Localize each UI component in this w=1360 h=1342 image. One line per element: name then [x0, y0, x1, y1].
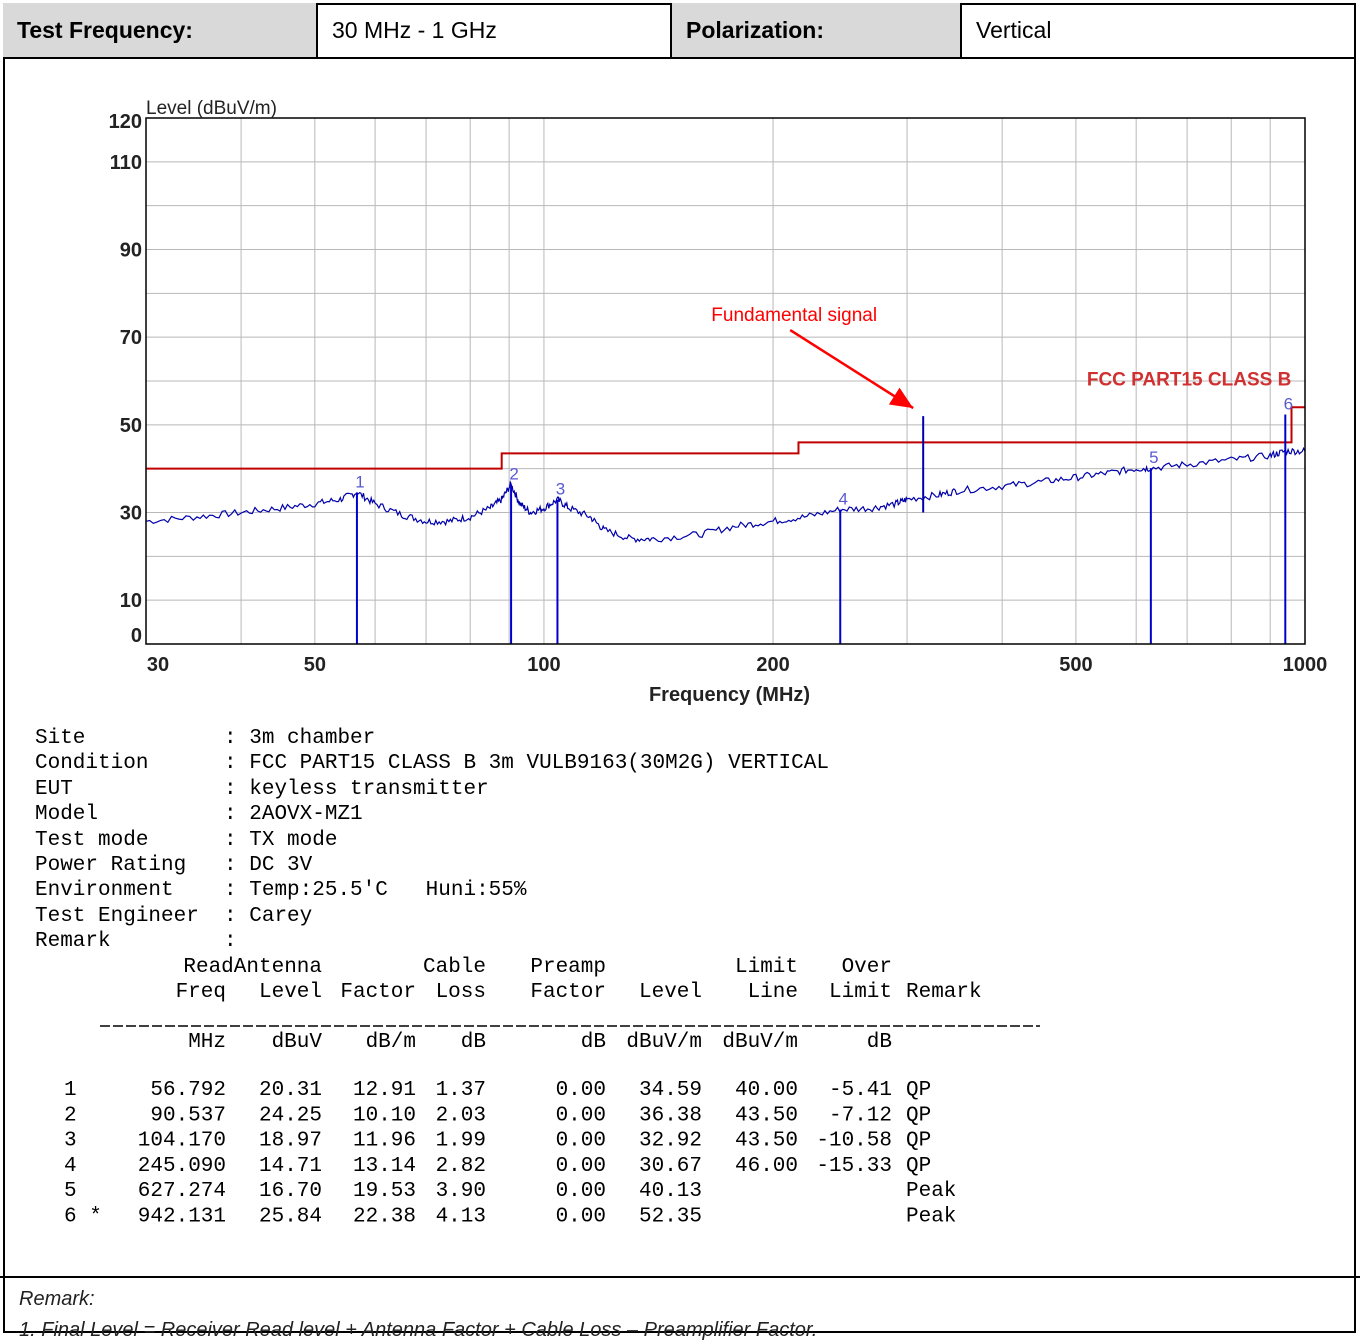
- header-table: Test Frequency: 30 MHz - 1 GHz Polarizat…: [3, 3, 1356, 59]
- info-line: Environment : Temp:25.5'C Huni:55%: [35, 878, 829, 903]
- info-line: Test mode : TX mode: [35, 828, 829, 853]
- freq-value: 30 MHz - 1 GHz: [318, 3, 672, 57]
- info-key: EUT: [35, 777, 225, 801]
- info-line: Site : 3m chamber: [35, 726, 829, 751]
- info-value: : TX mode: [224, 828, 338, 852]
- info-value: : FCC PART15 CLASS B 3m VULB9163(30M2G) …: [224, 752, 829, 776]
- y-tick-label: 110: [110, 152, 142, 174]
- marker-label-2: 2: [509, 465, 518, 484]
- info-line: Test Engineer : Carey: [35, 904, 829, 929]
- x-axis-label: Frequency (MHz): [649, 684, 810, 706]
- marker-label-5: 5: [1149, 448, 1158, 467]
- info-key: Environment: [35, 879, 225, 903]
- info-key: Test Engineer: [35, 904, 225, 928]
- marker-label-1: 1: [355, 472, 364, 491]
- info-line: Model : 2AOVX-MZ1: [35, 802, 829, 827]
- info-key: Power Rating: [35, 854, 225, 878]
- x-tick-label: 1000: [1283, 654, 1328, 676]
- emission-chart: FCC PART15 CLASS B 1 2 3 4 5 6 Fundamental sign…: [109, 98, 1328, 706]
- x-tick-label: 50: [304, 654, 326, 676]
- x-tick-label: 30: [147, 654, 169, 676]
- limit-line: [146, 406, 1305, 470]
- y-tick-label: 0: [131, 625, 142, 647]
- measurement-trace: [145, 446, 1306, 544]
- limit-line-label: FCC PART15 CLASS B: [1087, 369, 1291, 390]
- y-tick-label: 30: [120, 503, 142, 525]
- polarization-value: Vertical: [976, 16, 1052, 43]
- test-info: Site : 3m chamber Condition : FCC PART15 …: [35, 726, 829, 955]
- remarks-line-1: 1. Final Level = Receiver Read level + A…: [19, 1319, 818, 1341]
- y-axis-label: Level (dBuV/m): [146, 98, 277, 119]
- info-value: :: [224, 930, 237, 954]
- y-tick-label: 90: [120, 240, 142, 262]
- y-tick-label: 120: [109, 111, 142, 133]
- plot-frame: [145, 117, 1306, 645]
- info-key: Remark: [35, 930, 225, 954]
- x-tick-label: 500: [1059, 654, 1092, 676]
- info-value: : 3m chamber: [224, 727, 376, 750]
- info-key: Site: [35, 727, 225, 750]
- marker-label-4: 4: [839, 490, 848, 509]
- info-key: Model: [35, 803, 225, 827]
- fundamental-label: Fundamental signal: [711, 305, 877, 326]
- marker-label-3: 3: [556, 480, 565, 499]
- info-key: Test mode: [35, 828, 225, 852]
- info-line: Power Rating : DC 3V: [35, 853, 829, 878]
- info-line: Remark :: [35, 929, 829, 954]
- info-value: : Carey: [224, 904, 313, 928]
- x-tick-label: 200: [756, 654, 789, 676]
- info-value: : DC 3V: [224, 854, 313, 878]
- info-key: Condition: [35, 752, 225, 776]
- polarization-label: Polarization:: [672, 3, 962, 57]
- remarks-title: Remark:: [19, 1288, 95, 1310]
- y-tick-label: 10: [120, 590, 142, 612]
- remarks-section: Remark: 1. Final Level = Receiver Read l…: [0, 1276, 1360, 1342]
- info-value: : keyless transmitter: [224, 777, 489, 801]
- y-tick-label: 50: [120, 415, 142, 437]
- info-value: : Temp:25.5'C Huni:55%: [224, 879, 527, 903]
- freq-label: Test Frequency:: [3, 3, 318, 57]
- x-tick-label: 100: [527, 654, 560, 676]
- fundamental-arrow: [789, 329, 914, 410]
- info-line: EUT : keyless transmitter: [35, 777, 829, 802]
- marker-label-6: 6: [1284, 395, 1293, 414]
- info-value: : 2AOVX-MZ1: [224, 803, 363, 827]
- info-line: Condition : FCC PART15 CLASS B 3m VULB91…: [35, 751, 829, 776]
- y-tick-label: 70: [120, 327, 142, 349]
